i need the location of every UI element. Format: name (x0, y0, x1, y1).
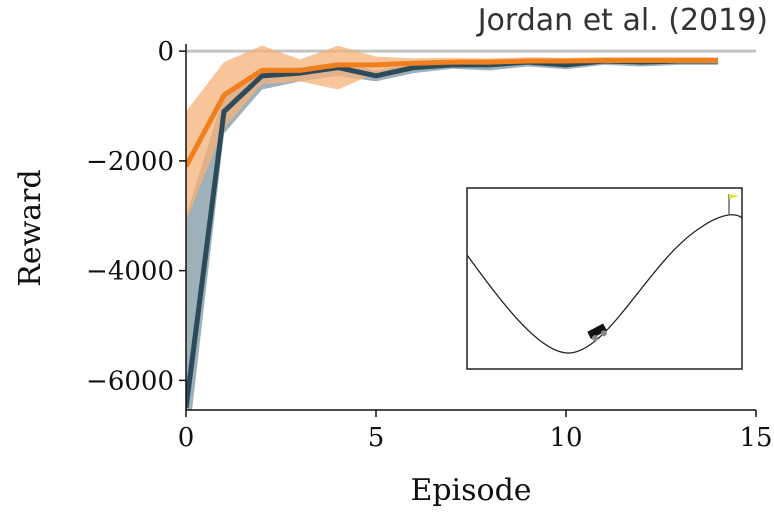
y-tick-label: −4000 (86, 257, 174, 287)
y-tick-label: −2000 (86, 147, 174, 177)
plot-area (186, 45, 756, 410)
y-axis-label: Reward (13, 169, 48, 286)
x-axis-label: Episode (410, 473, 531, 508)
x-tick-label: 10 (549, 423, 582, 453)
x-tick-label: 15 (739, 423, 772, 453)
chart-title: Jordan et al. (2019) (476, 3, 768, 38)
car (587, 323, 607, 341)
y-tick-label: 0 (157, 37, 174, 67)
inset-frame (466, 187, 743, 370)
x-tick-label: 0 (178, 423, 195, 453)
line (186, 57, 718, 168)
mountain-curve (466, 214, 743, 354)
y-tick-label: −6000 (86, 366, 174, 396)
inset (466, 187, 743, 370)
x-tick-label: 5 (368, 423, 385, 453)
flag (729, 194, 739, 199)
